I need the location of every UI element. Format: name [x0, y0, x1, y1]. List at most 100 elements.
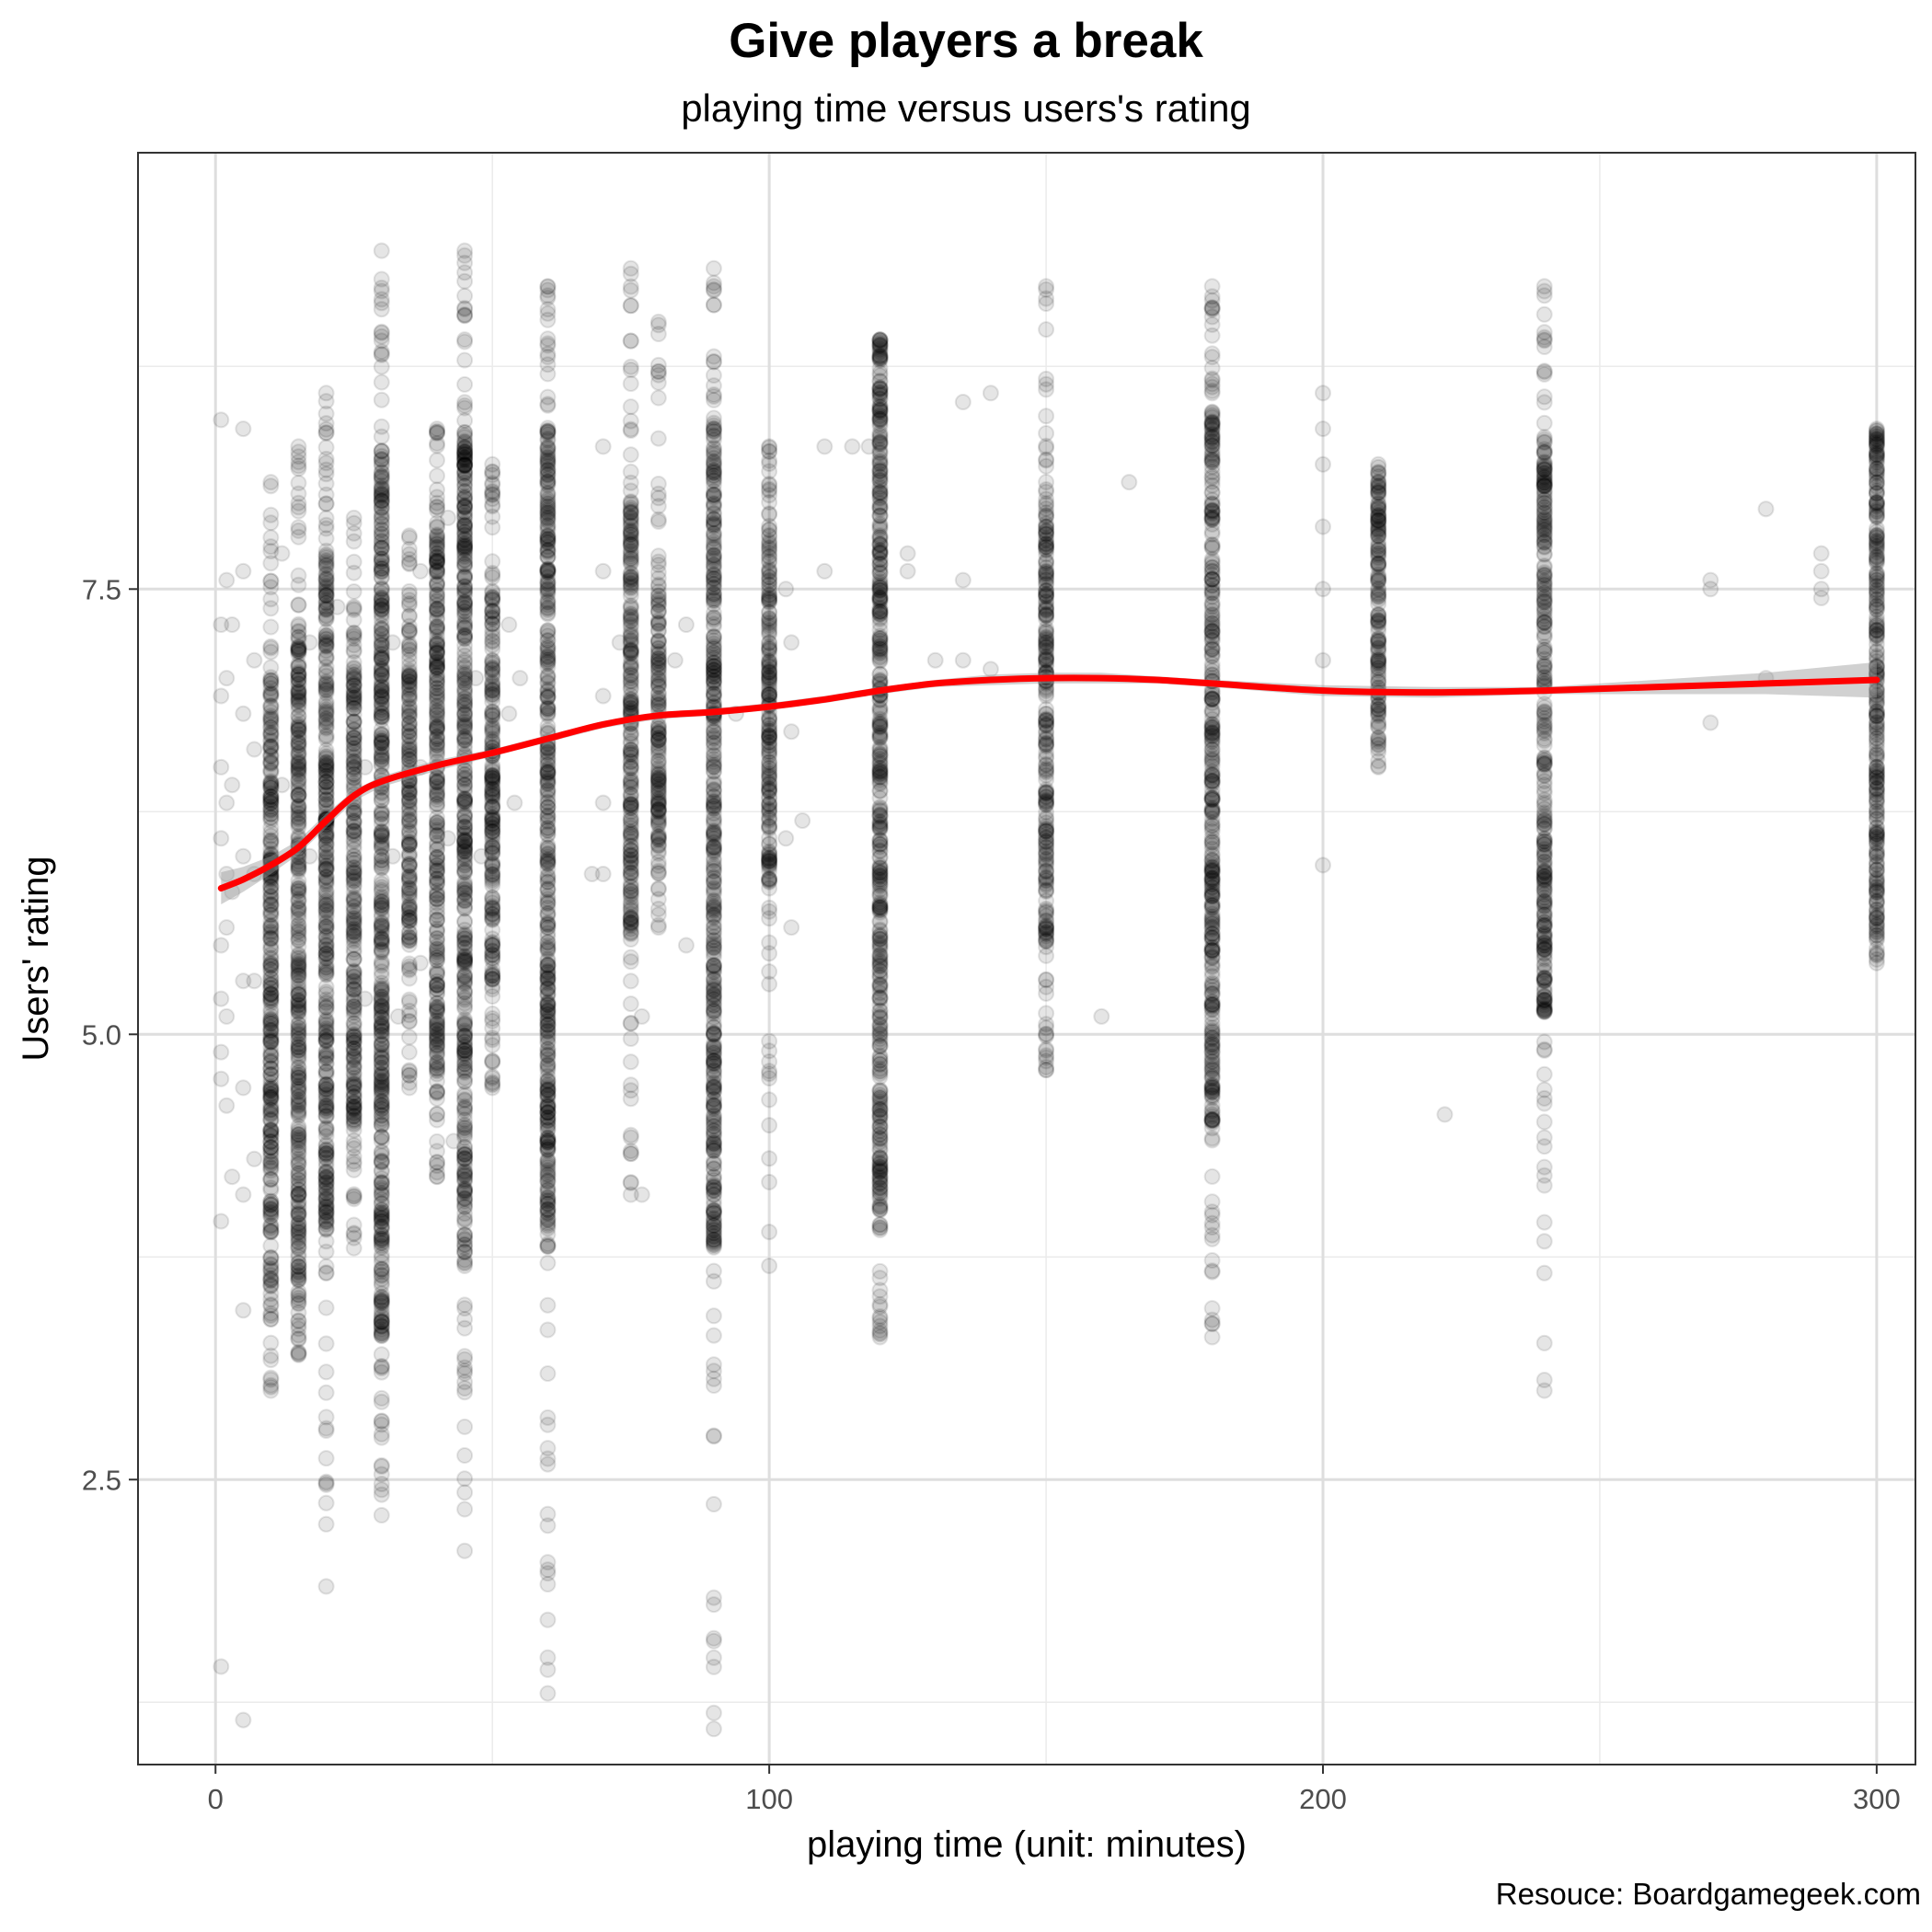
data-point [290, 983, 307, 1000]
data-point [539, 764, 557, 781]
data-point [262, 930, 280, 948]
data-point [290, 815, 307, 832]
data-point [262, 1277, 280, 1294]
data-point [705, 546, 722, 564]
data-point [262, 707, 280, 725]
data-point [484, 937, 501, 954]
data-point [262, 819, 280, 836]
data-point [345, 627, 362, 645]
data-point [290, 952, 307, 970]
data-point [373, 374, 390, 391]
data-point [262, 673, 280, 690]
data-point [290, 701, 307, 719]
data-point [705, 1632, 722, 1650]
data-point [262, 1010, 280, 1028]
data-point [262, 764, 280, 781]
data-point [262, 958, 280, 975]
data-point [262, 1143, 280, 1160]
data-point [317, 712, 335, 730]
data-point [262, 1170, 280, 1188]
data-point [373, 391, 390, 408]
data-point [262, 738, 280, 755]
data-point [262, 895, 280, 913]
data-point [456, 1447, 474, 1464]
data-point [429, 652, 445, 670]
data-point [456, 1542, 474, 1559]
data-point [290, 787, 307, 804]
data-point [262, 1291, 280, 1308]
data-point [345, 822, 362, 839]
data-point [705, 1040, 722, 1057]
data-point [290, 1083, 307, 1100]
data-point [317, 1081, 335, 1098]
data-point [345, 1115, 362, 1133]
data-point [262, 1376, 280, 1394]
data-point [429, 545, 445, 562]
data-point [262, 973, 280, 991]
data-point [761, 552, 778, 569]
data-point [761, 589, 778, 606]
data-point [262, 1031, 280, 1049]
data-point [262, 1310, 280, 1328]
data-point [262, 785, 280, 802]
data-point [290, 1271, 307, 1289]
data-point [262, 888, 280, 905]
data-point [456, 507, 474, 524]
data-point [262, 985, 280, 1003]
data-point [705, 1137, 722, 1155]
data-point [456, 287, 474, 305]
data-point [262, 805, 280, 822]
data-point [317, 1264, 335, 1282]
data-point [290, 1067, 307, 1084]
data-point [484, 1031, 501, 1049]
data-point [456, 704, 474, 721]
data-point [539, 388, 557, 406]
data-point [400, 624, 418, 641]
data-point [317, 843, 335, 860]
data-point [317, 1097, 335, 1114]
data-point [262, 1205, 280, 1223]
data-point [290, 1286, 307, 1304]
data-point [262, 970, 280, 987]
data-point [290, 806, 307, 822]
data-point [262, 980, 280, 996]
data-point [290, 1263, 307, 1281]
data-point [456, 546, 474, 563]
data-point [761, 880, 778, 897]
data-point [290, 773, 307, 790]
data-point [484, 707, 501, 724]
data-point [262, 790, 280, 808]
data-point [373, 823, 390, 841]
data-point [290, 693, 307, 709]
data-point [262, 1021, 280, 1039]
data-point [262, 643, 280, 661]
data-point [539, 1576, 557, 1593]
data-point [262, 1196, 280, 1213]
data-point [262, 1081, 280, 1098]
data-point [262, 1023, 280, 1041]
data-point [262, 985, 280, 1003]
data-point [400, 901, 418, 918]
data-point [317, 918, 335, 935]
data-point [290, 719, 307, 737]
data-point [262, 926, 280, 943]
data-point [290, 643, 307, 661]
data-point [650, 724, 667, 742]
data-point [262, 733, 280, 750]
data-point [484, 981, 501, 998]
data-point [290, 1069, 307, 1087]
data-point [290, 671, 307, 688]
data-point [484, 720, 501, 737]
data-point [290, 668, 307, 685]
data-point [262, 957, 280, 974]
data-point [262, 1030, 280, 1048]
data-point [290, 707, 307, 725]
data-point [290, 960, 307, 977]
data-point [262, 703, 280, 720]
data-point [262, 802, 280, 820]
data-point [262, 1088, 280, 1106]
data-point [456, 1042, 474, 1060]
data-point [317, 757, 335, 775]
data-point [539, 698, 557, 716]
